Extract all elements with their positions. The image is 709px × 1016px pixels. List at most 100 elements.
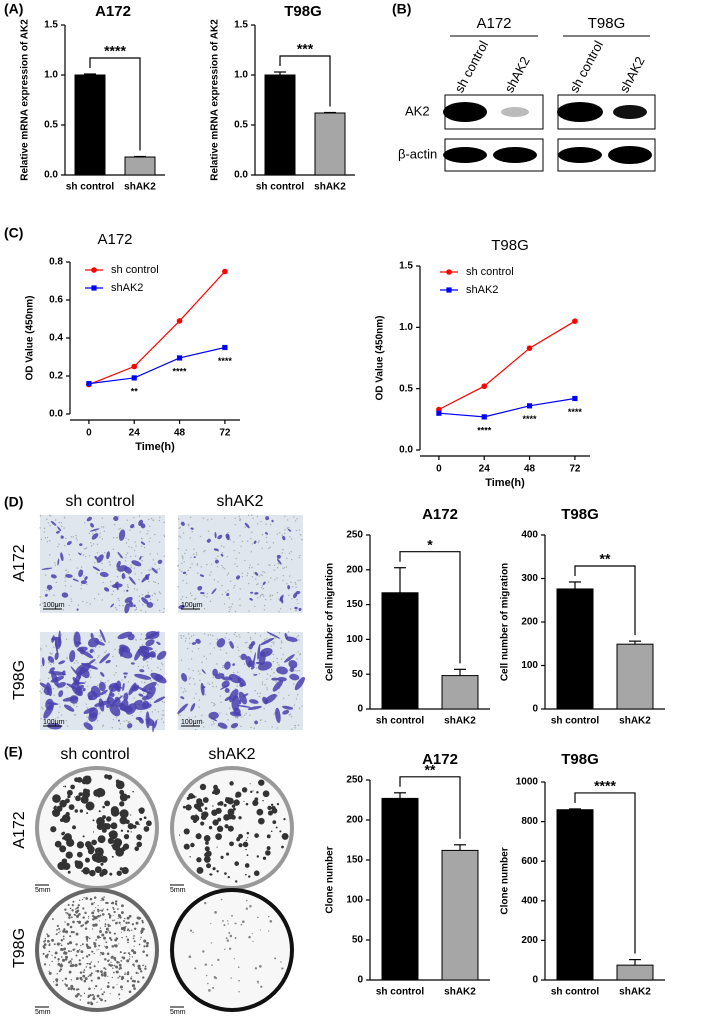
colony <box>203 835 211 842</box>
x-tick-label: 0 <box>436 464 442 475</box>
texture <box>56 545 59 548</box>
texture <box>44 537 47 539</box>
texture <box>266 637 268 640</box>
data-point <box>222 268 228 275</box>
texture <box>146 661 148 663</box>
colony <box>70 930 74 934</box>
texture <box>51 652 53 655</box>
stained-cell <box>133 604 136 607</box>
texture <box>124 560 127 562</box>
texture <box>260 719 262 721</box>
colony <box>190 842 195 848</box>
texture <box>224 517 226 519</box>
colony <box>123 833 130 840</box>
colony <box>112 986 115 989</box>
texture <box>59 706 61 708</box>
texture <box>99 634 101 637</box>
texture <box>54 718 57 720</box>
panel-label: (B) <box>392 1 411 17</box>
colony <box>99 954 101 956</box>
data-point <box>131 375 137 381</box>
texture <box>219 712 221 714</box>
texture <box>124 576 127 579</box>
texture <box>276 695 278 697</box>
colony <box>142 976 145 979</box>
texture <box>262 587 265 590</box>
annotation: **** <box>477 425 492 435</box>
stained-cell <box>151 567 158 574</box>
texture <box>254 689 256 692</box>
texture <box>251 531 253 534</box>
colony <box>83 979 87 983</box>
y-tick-label: 50 <box>352 935 364 946</box>
colony <box>195 796 197 798</box>
colony <box>109 925 112 927</box>
texture <box>105 650 107 652</box>
texture <box>76 539 78 541</box>
texture <box>102 581 104 584</box>
texture <box>282 579 284 582</box>
panel-label: (A) <box>4 1 23 17</box>
colony <box>108 959 110 961</box>
colony <box>95 970 97 972</box>
texture <box>201 661 203 664</box>
texture <box>48 514 51 516</box>
colony <box>92 997 96 1001</box>
texture <box>295 529 298 532</box>
colony <box>67 987 71 990</box>
colony <box>79 976 83 980</box>
texture <box>118 599 120 602</box>
x-tick-label: sh control <box>376 987 425 998</box>
colony <box>260 985 263 988</box>
colony <box>88 917 90 919</box>
colony <box>124 952 127 954</box>
colony <box>113 964 116 967</box>
colony <box>141 921 144 924</box>
stained-cell <box>75 662 91 675</box>
texture <box>272 653 274 656</box>
colony <box>245 790 247 793</box>
colony <box>62 938 65 940</box>
y-tick-label: 1.5 <box>399 261 413 272</box>
texture <box>248 582 250 585</box>
texture <box>82 554 85 556</box>
colony <box>241 920 245 924</box>
colony <box>134 846 140 852</box>
colony <box>136 834 142 840</box>
colony <box>214 791 219 795</box>
colony <box>212 867 216 871</box>
colony <box>115 965 119 969</box>
texture <box>225 591 227 593</box>
texture <box>119 527 122 529</box>
significance-label: ** <box>600 551 611 567</box>
texture <box>146 664 149 667</box>
colony <box>108 830 118 840</box>
colony <box>114 938 118 942</box>
texture <box>111 593 113 596</box>
stained-cell <box>61 670 66 676</box>
texture <box>96 720 99 722</box>
stained-cell <box>90 632 94 639</box>
legend-label: shAK2 <box>466 284 498 296</box>
colony <box>265 850 271 856</box>
stained-cell <box>208 711 219 720</box>
colony <box>104 999 107 1002</box>
texture <box>151 711 154 713</box>
texture <box>135 545 137 547</box>
texture <box>199 535 202 538</box>
texture <box>107 680 109 682</box>
texture <box>199 679 201 681</box>
colony <box>135 971 138 974</box>
texture <box>288 669 290 672</box>
texture <box>147 667 150 669</box>
y-tick-label: 0.2 <box>49 371 63 382</box>
colony <box>196 857 202 863</box>
data-point <box>131 363 138 370</box>
colony <box>48 971 52 975</box>
colony <box>127 941 129 944</box>
stained-cell <box>276 554 281 559</box>
texture <box>220 701 222 703</box>
colony <box>60 956 63 958</box>
colony <box>118 998 121 1000</box>
x-tick-label: shAK2 <box>444 716 476 727</box>
